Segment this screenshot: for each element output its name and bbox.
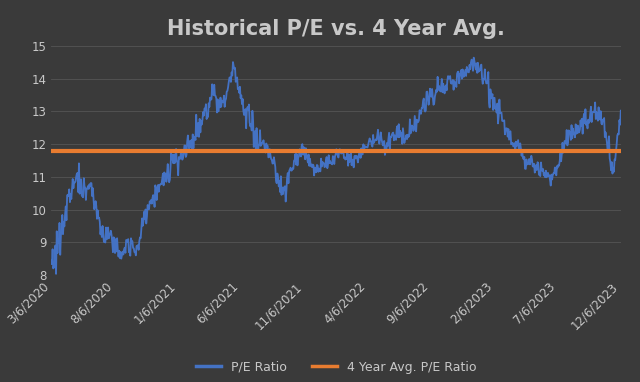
P/E Ratio	[164, 176, 172, 180]
Line: P/E Ratio: P/E Ratio	[51, 58, 621, 274]
P/E Ratio	[367, 139, 375, 144]
Title: Historical P/E vs. 4 Year Avg.: Historical P/E vs. 4 Year Avg.	[167, 19, 505, 39]
Legend: P/E Ratio, 4 Year Avg. P/E Ratio: P/E Ratio, 4 Year Avg. P/E Ratio	[191, 356, 481, 379]
P/E Ratio	[617, 108, 625, 113]
P/E Ratio	[470, 55, 477, 60]
P/E Ratio	[278, 185, 286, 190]
P/E Ratio	[52, 272, 60, 276]
P/E Ratio	[566, 130, 574, 134]
P/E Ratio	[129, 246, 137, 250]
P/E Ratio	[332, 152, 339, 157]
P/E Ratio	[47, 259, 55, 263]
